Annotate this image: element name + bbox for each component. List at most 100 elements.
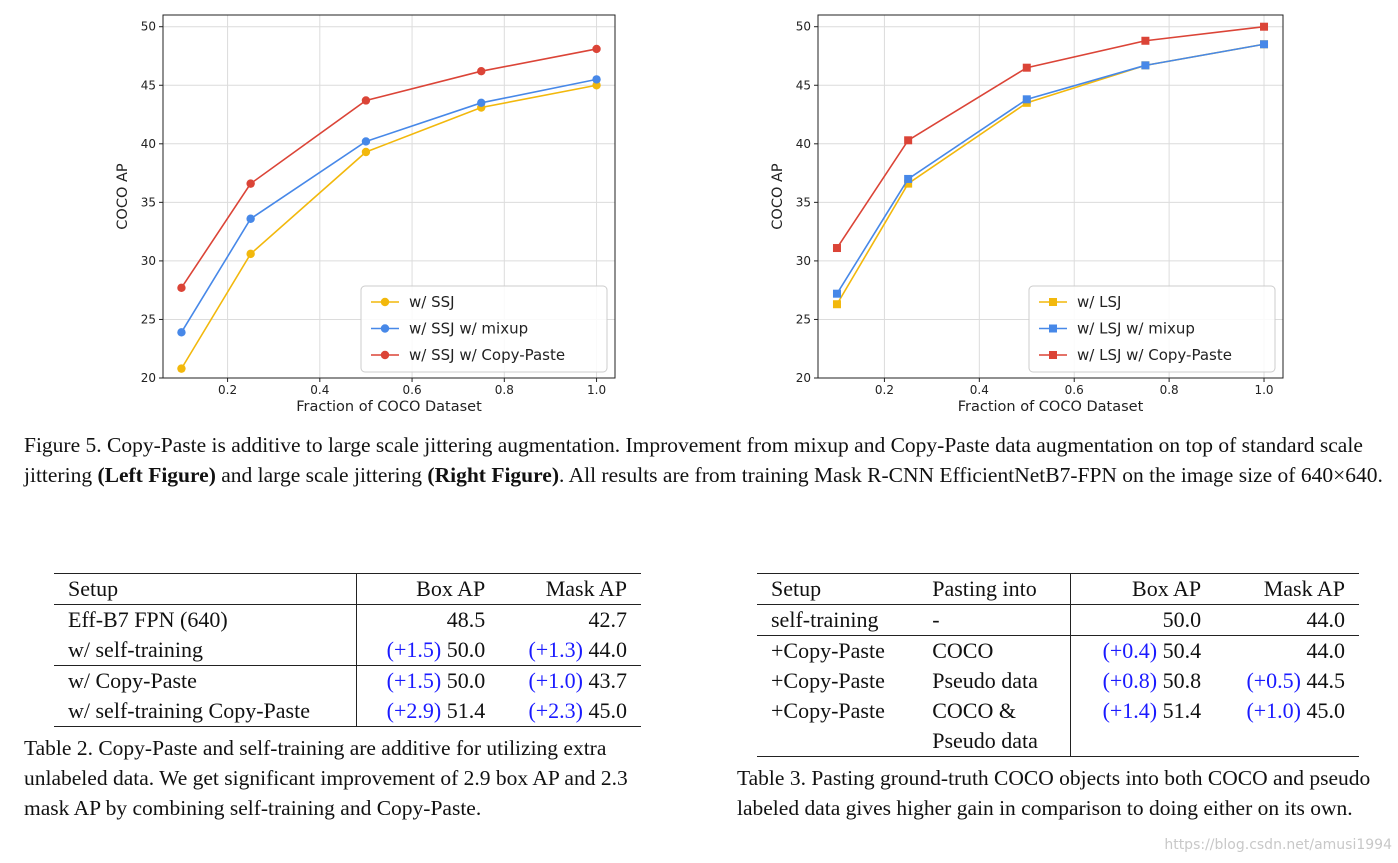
y-tick-label: 40 — [141, 137, 156, 151]
mask-ap-cell — [1215, 726, 1359, 757]
series-group — [832, 22, 1269, 253]
data-point — [177, 283, 186, 293]
table-3: Setup Pasting into Box AP Mask AP self-t… — [757, 573, 1359, 757]
mask-ap-cell: (+1.0) 43.7 — [528, 668, 627, 693]
y-tick-label: 45 — [796, 78, 811, 92]
header-box-ap: Box AP — [1132, 576, 1202, 601]
box-ap-cell: (+0.8) 50.8 — [1102, 668, 1202, 693]
setup-cell: +Copy-Paste — [771, 638, 885, 663]
legend-label: w/ SSJ w/ mixup — [409, 320, 528, 338]
data-point — [1260, 40, 1269, 49]
series-line — [836, 43, 1265, 295]
pasting-into-cell: Pseudo data — [918, 666, 1072, 696]
series-line — [836, 43, 1265, 305]
legend-marker — [380, 324, 390, 333]
data-point — [1022, 95, 1031, 104]
header-pasting-into: Pasting into — [918, 573, 1072, 605]
legend-marker — [1049, 324, 1057, 333]
y-tick-label: 30 — [796, 254, 811, 268]
data-point — [592, 81, 601, 90]
plot-area: 0.2 0.4 0.6 0.8 1.0 20 25 30 35 40 45 50 Fraction of… — [770, 14, 1284, 415]
mask-ap-cell: (+0.5) 44.5 — [1246, 668, 1345, 693]
plot-frame — [817, 14, 1284, 379]
data-point — [832, 244, 841, 253]
x-tick-label: 1.0 — [587, 383, 606, 397]
setup-cell: +Copy-Paste — [771, 698, 885, 723]
pasting-into-cell: Pseudo data — [918, 726, 1072, 757]
series-line — [836, 25, 1265, 249]
x-tick-label: 0.2 — [218, 383, 237, 397]
y-tick-label: 35 — [141, 195, 156, 209]
caption-text-3: . All results are from training Mask R-C… — [559, 463, 1383, 487]
table-header-row: Setup Pasting into Box AP Mask AP — [757, 573, 1359, 605]
table-row: Eff-B7 FPN (640) 48.5 42.7 — [54, 604, 641, 635]
y-axis-label: COCO AP — [770, 163, 786, 230]
x-axis-label: Fraction of COCO Dataset — [958, 399, 1144, 415]
table-row: w/ self-training (+1.5) 50.0 (+1.3) 44.0 — [54, 635, 641, 666]
table-3-caption: Table 3. Pasting ground-truth COCO objec… — [737, 766, 1371, 820]
data-point — [246, 249, 255, 259]
x-tick-label: 1.0 — [1254, 383, 1273, 397]
setup-cell: w/ self-training Copy-Paste — [54, 696, 358, 727]
header-box-ap: Box AP — [416, 576, 486, 601]
y-tick-label: 20 — [141, 371, 156, 385]
legend-marker — [1049, 351, 1057, 359]
y-tick-label: 30 — [141, 254, 156, 268]
data-point — [177, 364, 186, 373]
y-tick-label: 40 — [796, 137, 811, 151]
data-point — [246, 214, 255, 223]
pasting-into-cell: - — [918, 604, 1072, 636]
mask-ap-cell: 44.0 — [1306, 607, 1346, 632]
data-point — [477, 67, 486, 76]
figure-5-caption: Figure 5. Copy-Paste is additive to larg… — [24, 430, 1386, 490]
mask-ap-cell: (+2.3) 45.0 — [528, 698, 627, 723]
data-point — [1260, 22, 1269, 31]
box-ap-cell: 50.0 — [1162, 607, 1202, 632]
data-point — [904, 174, 913, 183]
x-tick-label: 0.4 — [970, 383, 989, 397]
header-mask-ap: Mask AP — [1263, 576, 1345, 601]
caption-bold-left-figure: (Left Figure) — [97, 463, 216, 487]
box-ap-cell: (+0.4) 50.4 — [1102, 638, 1202, 663]
x-tick-label: 0.8 — [495, 383, 514, 397]
x-tick-label: 0.2 — [875, 383, 894, 397]
table-row: +Copy-Paste COCO (+0.4) 50.4 44.0 — [757, 635, 1359, 666]
legend-label: w/ LSJ w/ mixup — [1077, 320, 1195, 338]
data-point — [832, 300, 841, 309]
legend: w/ SSJ w/ SSJ w/ mixup w/ SSJ w/ Copy-Past… — [360, 285, 608, 373]
y-tick-label: 50 — [141, 20, 156, 34]
data-point — [1141, 61, 1150, 70]
y-tick-label: 45 — [141, 78, 156, 92]
y-tick-label: 35 — [796, 195, 811, 209]
series-group — [177, 75, 601, 337]
setup-cell: w/ Copy-Paste — [54, 665, 358, 696]
legend: w/ LSJ w/ LSJ w/ mixup w/ LSJ w/ Copy-Past… — [1028, 285, 1276, 373]
data-point — [361, 147, 371, 157]
box-ap-cell: (+2.9) 51.4 — [386, 698, 486, 723]
legend-label: w/ SSJ w/ Copy-Paste — [409, 346, 565, 364]
data-point — [246, 179, 255, 188]
pasting-into-cell: COCO — [918, 635, 1072, 666]
y-tick-label: 20 — [796, 371, 811, 385]
header-mask-ap: Mask AP — [545, 576, 627, 601]
y-tick-label: 50 — [796, 20, 811, 34]
caption-bold-right-figure: (Right Figure) — [427, 463, 559, 487]
legend-label: w/ LSJ w/ Copy-Paste — [1077, 346, 1232, 364]
table-row: +Copy-Paste COCO & (+1.4) 51.4 (+1.0) 45… — [757, 696, 1359, 726]
plot-area: 0.2 0.4 0.6 0.8 1.0 20 25 30 35 40 45 50 Fraction of… — [115, 14, 616, 415]
caption-text-1: Figure 5. Copy-Paste is additive to larg… — [24, 433, 1363, 487]
data-point — [477, 98, 486, 108]
header-setup: Setup — [771, 576, 822, 601]
table-2: Setup Box AP Mask AP Eff-B7 FPN (640) 48… — [54, 573, 641, 727]
table-2-caption: Table 2. Copy-Paste and self-training ar… — [24, 736, 628, 820]
table-row: Pseudo data — [757, 726, 1359, 757]
mask-ap-cell: (+1.0) 45.0 — [1246, 698, 1345, 723]
legend-label: w/ SSJ — [409, 293, 455, 311]
x-tick-label: 0.4 — [310, 383, 329, 397]
legend-marker — [380, 297, 390, 307]
series-group — [832, 40, 1269, 309]
table-row: w/ self-training Copy-Paste (+2.9) 51.4 … — [54, 696, 641, 727]
setup-cell — [757, 726, 918, 757]
mask-ap-cell: 42.7 — [588, 607, 628, 632]
legend-marker — [1049, 298, 1057, 306]
